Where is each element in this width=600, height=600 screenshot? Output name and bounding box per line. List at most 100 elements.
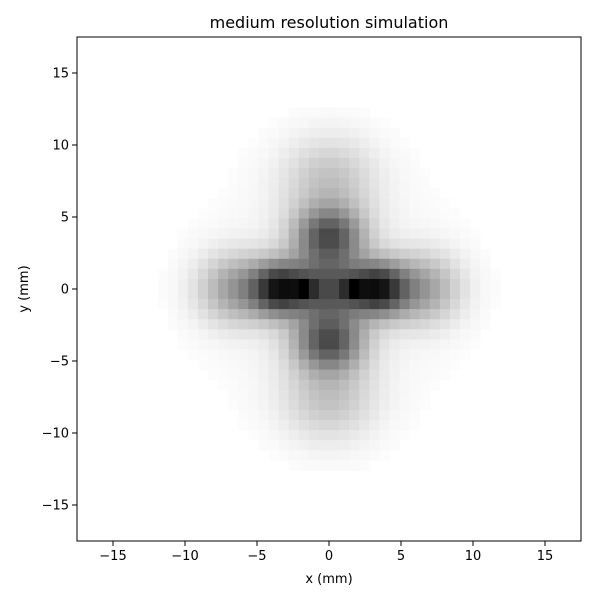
heatmap-cell: [318, 450, 330, 461]
heatmap-cell: [339, 107, 350, 119]
heatmap-cell: [480, 258, 491, 270]
heatmap-cell: [460, 268, 471, 280]
heatmap-cell: [288, 278, 300, 290]
heatmap-cell: [167, 248, 179, 260]
heatmap-cell: [389, 157, 400, 169]
heatmap-cell: [268, 218, 279, 229]
heatmap-cell: [329, 329, 340, 340]
heatmap-cell: [429, 208, 441, 219]
heatmap-cell: [369, 208, 380, 219]
heatmap-cell: [460, 349, 471, 360]
heatmap-cell: [308, 168, 320, 179]
heatmap-cell: [268, 329, 279, 340]
heatmap-cell: [349, 137, 360, 149]
heatmap-cell: [389, 228, 400, 239]
heatmap-cell: [429, 329, 441, 340]
heatmap-cell: [228, 188, 239, 199]
heatmap-cell: [298, 339, 310, 350]
heatmap-cell: [258, 127, 269, 139]
heatmap-cell: [308, 188, 320, 199]
heatmap-cell: [318, 147, 330, 159]
heatmap-cell: [339, 208, 350, 219]
heatmap-cell: [308, 450, 320, 461]
heatmap-cell: [298, 420, 310, 431]
heatmap-cell: [238, 379, 249, 391]
heatmap-cell: [399, 208, 411, 219]
heatmap-cell: [248, 339, 259, 350]
heatmap-cell: [308, 430, 320, 441]
heatmap-cell: [258, 168, 269, 179]
heatmap-cell: [248, 409, 259, 421]
heatmap-cell: [329, 369, 340, 381]
heatmap-cell: [379, 309, 390, 320]
heatmap-cell: [218, 349, 229, 360]
heatmap-cell: [298, 198, 310, 209]
heatmap-cell: [359, 460, 370, 471]
heatmap-cell: [258, 319, 269, 330]
heatmap-cell: [369, 198, 380, 209]
heatmap-cell: [308, 268, 320, 280]
heatmap-cell: [298, 188, 310, 199]
heatmap-cell: [339, 188, 350, 199]
heatmap-cell: [238, 268, 249, 280]
y-tick-label: 15: [52, 67, 69, 82]
heatmap-cell: [369, 218, 380, 229]
heatmap-cell: [389, 379, 400, 391]
heatmap-cell: [379, 349, 390, 360]
heatmap-cell: [419, 389, 431, 401]
heatmap-cell: [177, 248, 189, 260]
heatmap-cell: [359, 339, 370, 350]
heatmap-cell: [449, 258, 461, 270]
heatmap-cell: [318, 198, 330, 209]
heatmap-cell: [339, 198, 350, 209]
heatmap-cell: [339, 147, 350, 159]
heatmap-cell: [197, 329, 209, 340]
heatmap-cell: [460, 299, 471, 310]
heatmap-cell: [228, 329, 239, 340]
heatmap-cell: [329, 379, 340, 391]
heatmap-cell: [268, 198, 279, 209]
heatmap-cell: [288, 258, 300, 270]
heatmap-cell: [409, 157, 421, 169]
heatmap-cell: [329, 208, 340, 219]
heatmap-cell: [248, 420, 259, 431]
heatmap-cell: [329, 127, 340, 139]
heatmap-cell: [167, 258, 179, 270]
heatmap-cell: [318, 107, 330, 119]
heatmap-cell: [339, 178, 350, 189]
heatmap-cell: [258, 248, 269, 260]
heatmap-cell: [318, 127, 330, 139]
heatmap-cell: [439, 349, 451, 360]
heatmap-cell: [278, 278, 290, 290]
heatmap-cell: [308, 359, 320, 371]
heatmap-cell: [480, 278, 491, 290]
heatmap-cell: [228, 359, 239, 371]
heatmap-cell: [318, 440, 330, 451]
heatmap-cell: [369, 339, 380, 350]
heatmap-cell: [429, 188, 441, 199]
heatmap-cell: [409, 147, 421, 159]
heatmap-cell: [449, 319, 461, 330]
heatmap-cell: [349, 389, 360, 401]
heatmap-cell: [349, 248, 360, 260]
heatmap-cell: [298, 399, 310, 411]
y-tick-label: −15: [42, 499, 69, 514]
heatmap-cell: [389, 248, 400, 260]
heatmap-cell: [409, 329, 421, 340]
heatmap-cell: [238, 339, 249, 350]
heatmap-cell: [359, 258, 370, 270]
heatmap-cell: [308, 440, 320, 451]
heatmap-cell: [318, 258, 330, 270]
heatmap-cell: [258, 339, 269, 350]
heatmap-cell: [248, 228, 259, 239]
heatmap-cell: [439, 278, 451, 290]
heatmap-cell: [359, 349, 370, 360]
heatmap-cell: [359, 389, 370, 401]
heatmap-cell: [248, 289, 259, 300]
heatmap-cell: [389, 309, 400, 320]
heatmap-cell: [318, 430, 330, 441]
heatmap-cell: [288, 359, 300, 371]
heatmap-cell: [187, 289, 199, 300]
heatmap-cell: [329, 309, 340, 320]
heatmap-cell: [248, 278, 259, 290]
